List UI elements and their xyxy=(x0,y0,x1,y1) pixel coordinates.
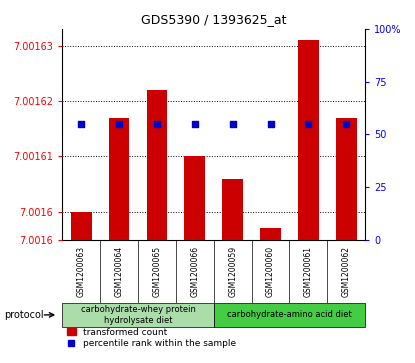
Text: GSM1200064: GSM1200064 xyxy=(115,246,124,297)
Text: GSM1200060: GSM1200060 xyxy=(266,246,275,297)
Bar xyxy=(298,40,319,240)
Text: GSM1200065: GSM1200065 xyxy=(152,246,161,297)
Title: GDS5390 / 1393625_at: GDS5390 / 1393625_at xyxy=(141,13,286,26)
Bar xyxy=(260,228,281,240)
Bar xyxy=(184,156,205,240)
Text: carbohydrate-whey protein
hydrolysate diet: carbohydrate-whey protein hydrolysate di… xyxy=(81,305,195,325)
FancyBboxPatch shape xyxy=(214,303,365,327)
Point xyxy=(78,121,85,127)
Bar xyxy=(222,179,243,240)
Bar xyxy=(71,212,92,240)
Text: GSM1200066: GSM1200066 xyxy=(190,246,199,297)
Point xyxy=(229,121,236,127)
FancyBboxPatch shape xyxy=(62,303,214,327)
Point xyxy=(343,121,349,127)
Text: carbohydrate-amino acid diet: carbohydrate-amino acid diet xyxy=(227,310,352,319)
Text: GSM1200059: GSM1200059 xyxy=(228,246,237,297)
Legend: transformed count, percentile rank within the sample: transformed count, percentile rank withi… xyxy=(67,327,236,348)
Point xyxy=(267,121,274,127)
Bar xyxy=(336,118,356,240)
Text: GSM1200061: GSM1200061 xyxy=(304,246,313,297)
Point xyxy=(116,121,122,127)
Text: protocol: protocol xyxy=(4,310,44,320)
Bar xyxy=(146,90,167,240)
Point xyxy=(305,121,312,127)
Text: GSM1200062: GSM1200062 xyxy=(342,246,351,297)
Text: GSM1200063: GSM1200063 xyxy=(77,246,85,297)
Bar xyxy=(109,118,129,240)
Point xyxy=(191,121,198,127)
Point xyxy=(154,121,160,127)
